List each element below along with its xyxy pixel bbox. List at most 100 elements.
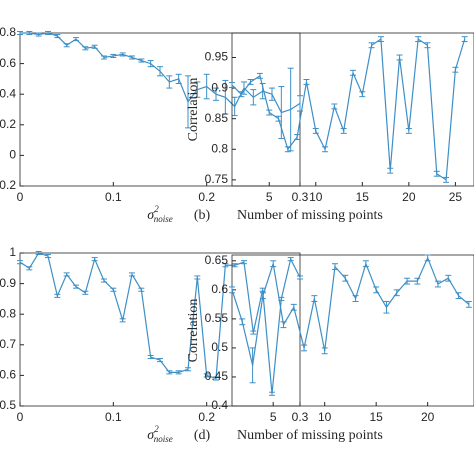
error-bar — [414, 277, 421, 285]
error-bar — [287, 257, 294, 262]
panel-label: (d) — [194, 428, 211, 443]
x-tick-label: 5 — [270, 410, 277, 424]
error-bar — [278, 86, 285, 140]
error-bar — [350, 69, 356, 76]
error-bar — [270, 260, 277, 268]
error-bar — [294, 134, 301, 140]
x-tick-label: 0 — [17, 410, 24, 424]
error-bar — [175, 370, 182, 375]
error-bar — [275, 115, 282, 122]
error-bar — [222, 79, 229, 115]
plot-frame — [231, 32, 474, 187]
error-bar — [383, 300, 390, 314]
x-tick-label: 10 — [318, 410, 332, 424]
plot-frame — [19, 32, 301, 187]
error-bar — [290, 303, 297, 311]
y-axis-label: Correlation — [186, 78, 201, 142]
error-bar — [238, 91, 245, 98]
y-tick-label: 0.55 — [205, 311, 229, 325]
error-bar — [331, 103, 338, 110]
error-bar — [45, 30, 51, 36]
error-bar — [433, 170, 440, 177]
error-bar — [82, 46, 89, 51]
y-tick-label: 0.4 — [0, 86, 16, 100]
error-bar — [17, 260, 23, 265]
x-tick-label: 0.1 — [105, 410, 122, 424]
error-bar — [373, 286, 380, 294]
error-bar — [229, 82, 235, 88]
x-axis-label: σ2 noise — [147, 204, 172, 224]
error-bar — [119, 52, 126, 57]
x-axis-label: Number of missing points — [237, 208, 383, 223]
y-tick-label: 0.8 — [211, 141, 228, 155]
error-bar — [26, 266, 33, 271]
error-bar — [287, 67, 294, 152]
x-label-sup: 2 — [154, 204, 159, 214]
y-tick-label: 0.75 — [205, 172, 229, 186]
y-tick-label: 1 — [9, 245, 16, 259]
error-bar — [311, 295, 318, 302]
error-bar — [415, 36, 422, 43]
error-bar — [35, 32, 42, 37]
error-bar — [256, 72, 263, 79]
panel-label: (b) — [194, 208, 211, 223]
error-bar — [250, 330, 257, 335]
error-bar — [35, 250, 42, 256]
error-bar — [110, 53, 117, 58]
x-tick-label: 0.2 — [198, 190, 215, 204]
error-bar — [301, 344, 308, 352]
x-axis-label: Number of missing points — [237, 428, 383, 443]
error-bar — [247, 79, 254, 85]
x-tick-label: 20 — [402, 190, 416, 204]
x-label-sub: noise — [154, 434, 173, 444]
x-tick-label: 15 — [369, 410, 383, 424]
error-bar — [73, 284, 79, 289]
error-bar — [443, 176, 450, 183]
error-bar — [119, 318, 126, 323]
error-bar — [203, 373, 210, 378]
error-bar — [368, 42, 375, 49]
error-bar — [424, 42, 431, 49]
error-bar — [166, 370, 173, 375]
error-bar — [452, 66, 459, 73]
y-tick-label: 0.6 — [211, 282, 228, 296]
error-bar — [445, 274, 452, 282]
error-bar — [321, 347, 328, 355]
data-line — [231, 256, 470, 366]
x-tick-label: 0 — [17, 190, 24, 204]
x-tick-label: 20 — [421, 410, 435, 424]
error-bar — [185, 367, 191, 372]
error-bar — [175, 73, 182, 84]
y-tick-label: 0.65 — [205, 253, 229, 267]
error-bar — [404, 277, 411, 285]
y-tick-label: 0.6 — [0, 368, 16, 382]
error-bar — [129, 272, 135, 277]
error-bar — [185, 75, 191, 129]
error-bar — [91, 44, 98, 49]
error-bar — [231, 263, 238, 268]
x-label-base: σ — [147, 428, 155, 443]
error-bar — [110, 287, 117, 292]
y-tick-label: 0.4 — [211, 398, 228, 412]
y-tick-label: 0.8 — [0, 25, 16, 39]
x-tick-label: 25 — [449, 190, 463, 204]
x-label-sup: 2 — [154, 424, 159, 434]
y-tick-label: 0.85 — [205, 111, 229, 125]
y-tick-label: 0 — [9, 148, 16, 162]
error-bar — [387, 167, 394, 174]
error-bar — [229, 286, 235, 294]
error-bar — [322, 146, 329, 153]
error-bar — [54, 34, 61, 39]
error-bar — [249, 347, 256, 384]
error-bar — [269, 391, 275, 396]
error-bar — [250, 89, 257, 106]
error-bar — [280, 321, 287, 329]
x-label-base: σ — [147, 208, 155, 223]
error-bar — [73, 37, 79, 42]
error-bar — [284, 146, 291, 153]
error-bar — [259, 292, 266, 300]
error-bar — [405, 127, 412, 134]
y-tick-label: -0.2 — [0, 178, 16, 192]
error-bar — [138, 287, 145, 292]
